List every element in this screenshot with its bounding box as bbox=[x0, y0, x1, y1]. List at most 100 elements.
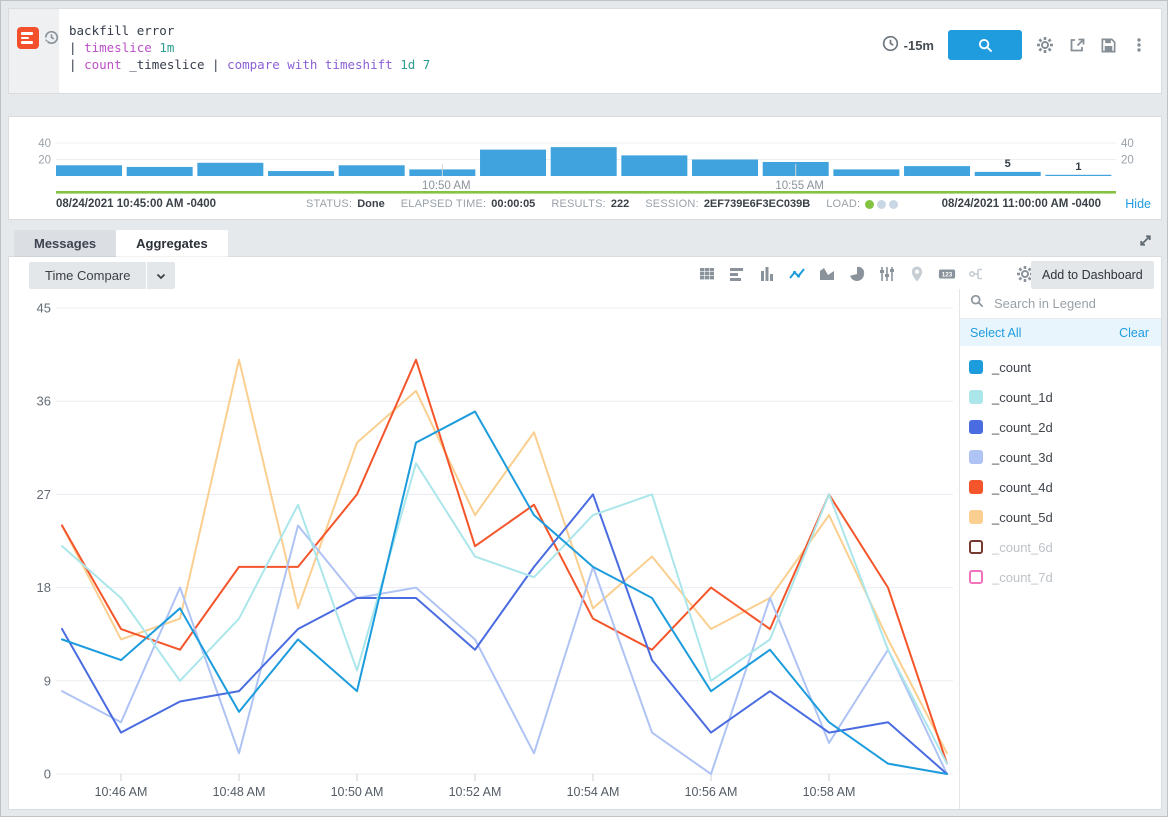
status-label: STATUS: bbox=[306, 198, 353, 210]
status-bar: 08/24/2021 10:45:00 AM -0400 STATUS: Done… bbox=[9, 195, 1161, 217]
svg-text:20: 20 bbox=[38, 155, 51, 167]
chart-type-switcher: 123 bbox=[697, 264, 1035, 284]
histogram-bar bbox=[56, 165, 122, 176]
query-token: 1m bbox=[159, 40, 175, 55]
search-history-icon[interactable] bbox=[43, 29, 60, 51]
clear-link[interactable]: Clear bbox=[1119, 325, 1149, 340]
query-token bbox=[415, 57, 423, 72]
search-icon bbox=[970, 294, 984, 313]
column-chart-icon[interactable] bbox=[757, 264, 777, 284]
kebab-menu-icon[interactable] bbox=[1131, 37, 1147, 53]
histogram-bar bbox=[268, 171, 335, 176]
pie-chart-icon[interactable] bbox=[847, 264, 867, 284]
legend-swatch bbox=[969, 390, 983, 404]
legend-label: _count_4d bbox=[992, 479, 1053, 495]
aggregates-chart-area: 0 9 18 27 36 45 10:46 AM 10:48 AM 10:50 AM 10:52 … bbox=[13, 293, 959, 805]
chevron-down-icon[interactable] bbox=[147, 270, 175, 282]
query-token: | bbox=[69, 57, 85, 72]
status-item: STATUS: Done bbox=[306, 198, 385, 210]
map-pin-icon[interactable] bbox=[907, 264, 927, 284]
select-all-link[interactable]: Select All bbox=[970, 325, 1022, 340]
time-compare-button[interactable]: Time Compare bbox=[29, 262, 176, 289]
chart-settings-gear-icon[interactable] bbox=[1015, 264, 1035, 284]
query-controls: -15m bbox=[882, 30, 1147, 60]
series-line-_count_2d bbox=[61, 493, 948, 775]
query-panel: backfill error | timeslice 1m | count _tim… bbox=[9, 9, 1161, 93]
add-to-dashboard-button[interactable]: Add to Dashboard bbox=[1031, 261, 1154, 289]
svg-text:123: 123 bbox=[942, 272, 953, 279]
status-label: SESSION: bbox=[645, 198, 699, 210]
histogram-bar bbox=[621, 155, 688, 176]
tab-messages[interactable]: Messages bbox=[14, 230, 117, 257]
svg-text:36: 36 bbox=[37, 394, 51, 409]
legend-label: _count_5d bbox=[992, 509, 1053, 525]
query-line: | timeslice 1m bbox=[69, 39, 430, 56]
query-line: backfill error bbox=[69, 22, 430, 39]
query-token: backfill error bbox=[69, 23, 175, 38]
aggregates-panel: Time Compare 123 Add to Dashboard 0 9 18 27… bbox=[9, 257, 1161, 809]
histogram-bar bbox=[974, 171, 1041, 176]
svg-text:0: 0 bbox=[44, 767, 51, 782]
legend-label: _count_2d bbox=[992, 419, 1053, 435]
query-token: _timeslice bbox=[121, 57, 213, 72]
histogram-bar bbox=[550, 147, 617, 176]
svg-text:10:54 AM: 10:54 AM bbox=[567, 785, 620, 799]
flow-diagram-icon[interactable] bbox=[967, 264, 987, 284]
box-plot-icon[interactable] bbox=[877, 264, 897, 284]
tab-aggregates[interactable]: Aggregates bbox=[116, 230, 228, 257]
legend-search[interactable] bbox=[960, 289, 1161, 319]
save-icon[interactable] bbox=[1100, 37, 1117, 54]
settings-gear-icon[interactable] bbox=[1036, 36, 1054, 54]
single-value-icon[interactable]: 123 bbox=[937, 264, 957, 284]
query-token: compare with timeshift bbox=[227, 57, 393, 72]
message-histogram-chart[interactable]: 20 20 40 40 5 1 10:50 AM 10:55 AM bbox=[9, 121, 1161, 197]
legend-swatch bbox=[969, 510, 983, 524]
legend-item-_count_5d[interactable]: _count_5d bbox=[960, 502, 1161, 532]
time-range-picker[interactable]: -15m bbox=[882, 35, 934, 55]
status-value: 222 bbox=[610, 198, 630, 210]
legend-label: _count_7d bbox=[992, 569, 1053, 585]
legend-item-list: _count _count_1d _count_2d _count_3d _count_… bbox=[960, 346, 1161, 592]
clock-icon bbox=[882, 35, 899, 55]
legend-item-_count_1d[interactable]: _count_1d bbox=[960, 382, 1161, 412]
legend-search-input[interactable] bbox=[994, 296, 1144, 311]
series-line-_count bbox=[61, 410, 948, 775]
legend-item-_count_4d[interactable]: _count_4d bbox=[960, 472, 1161, 502]
status-value: 2EF739E6F3EC039B bbox=[703, 198, 811, 210]
legend-item-_count_3d[interactable]: _count_3d bbox=[960, 442, 1161, 472]
result-tabs: Messages Aggregates bbox=[9, 230, 228, 257]
status-item: SESSION: 2EF739E6F3EC039B bbox=[645, 198, 810, 210]
legend-item-_count_2d[interactable]: _count_2d bbox=[960, 412, 1161, 442]
share-icon[interactable] bbox=[1068, 36, 1086, 54]
area-chart-icon[interactable] bbox=[817, 264, 837, 284]
status-value: Done bbox=[357, 198, 385, 210]
search-button[interactable] bbox=[948, 30, 1022, 60]
bar-chart-horizontal-icon[interactable] bbox=[727, 264, 747, 284]
status-item: ELAPSED TIME: 00:00:05 bbox=[401, 198, 536, 210]
query-token: count bbox=[84, 57, 122, 72]
time-compare-label: Time Compare bbox=[45, 268, 131, 283]
legend-panel: Select All Clear _count _count_1d _count_2… bbox=[959, 289, 1161, 809]
query-end-time: 08/24/2021 11:00:00 AM -0400 bbox=[941, 198, 1101, 210]
hide-histogram-link[interactable]: Hide bbox=[1125, 197, 1151, 211]
table-icon[interactable] bbox=[697, 264, 717, 284]
legend-swatch bbox=[969, 450, 983, 464]
legend-swatch bbox=[969, 360, 983, 374]
svg-text:10:55 AM: 10:55 AM bbox=[775, 180, 824, 192]
histogram-panel: 20 20 40 40 5 1 10:50 AM 10:55 AM 08/24/2021 10… bbox=[9, 117, 1161, 219]
legend-swatch bbox=[969, 480, 983, 494]
status-label: RESULTS: bbox=[551, 198, 606, 210]
legend-item-_count[interactable]: _count bbox=[960, 352, 1161, 382]
expand-panel-icon[interactable] bbox=[1134, 231, 1156, 253]
series-line-_count_3d bbox=[61, 524, 948, 775]
legend-item-_count_6d[interactable]: _count_6d bbox=[960, 532, 1161, 562]
legend-item-_count_7d[interactable]: _count_7d bbox=[960, 562, 1161, 592]
legend-swatch bbox=[969, 570, 983, 584]
svg-text:5: 5 bbox=[1005, 158, 1011, 170]
status-item: RESULTS: 222 bbox=[551, 198, 629, 210]
histogram-bar bbox=[480, 149, 547, 176]
line-chart-icon[interactable] bbox=[787, 264, 807, 284]
aggregates-line-chart[interactable]: 0 9 18 27 36 45 10:46 AM 10:48 AM 10:50 AM 10:52 … bbox=[13, 293, 959, 805]
query-editor[interactable]: backfill error | timeslice 1m | count _tim… bbox=[69, 22, 430, 73]
